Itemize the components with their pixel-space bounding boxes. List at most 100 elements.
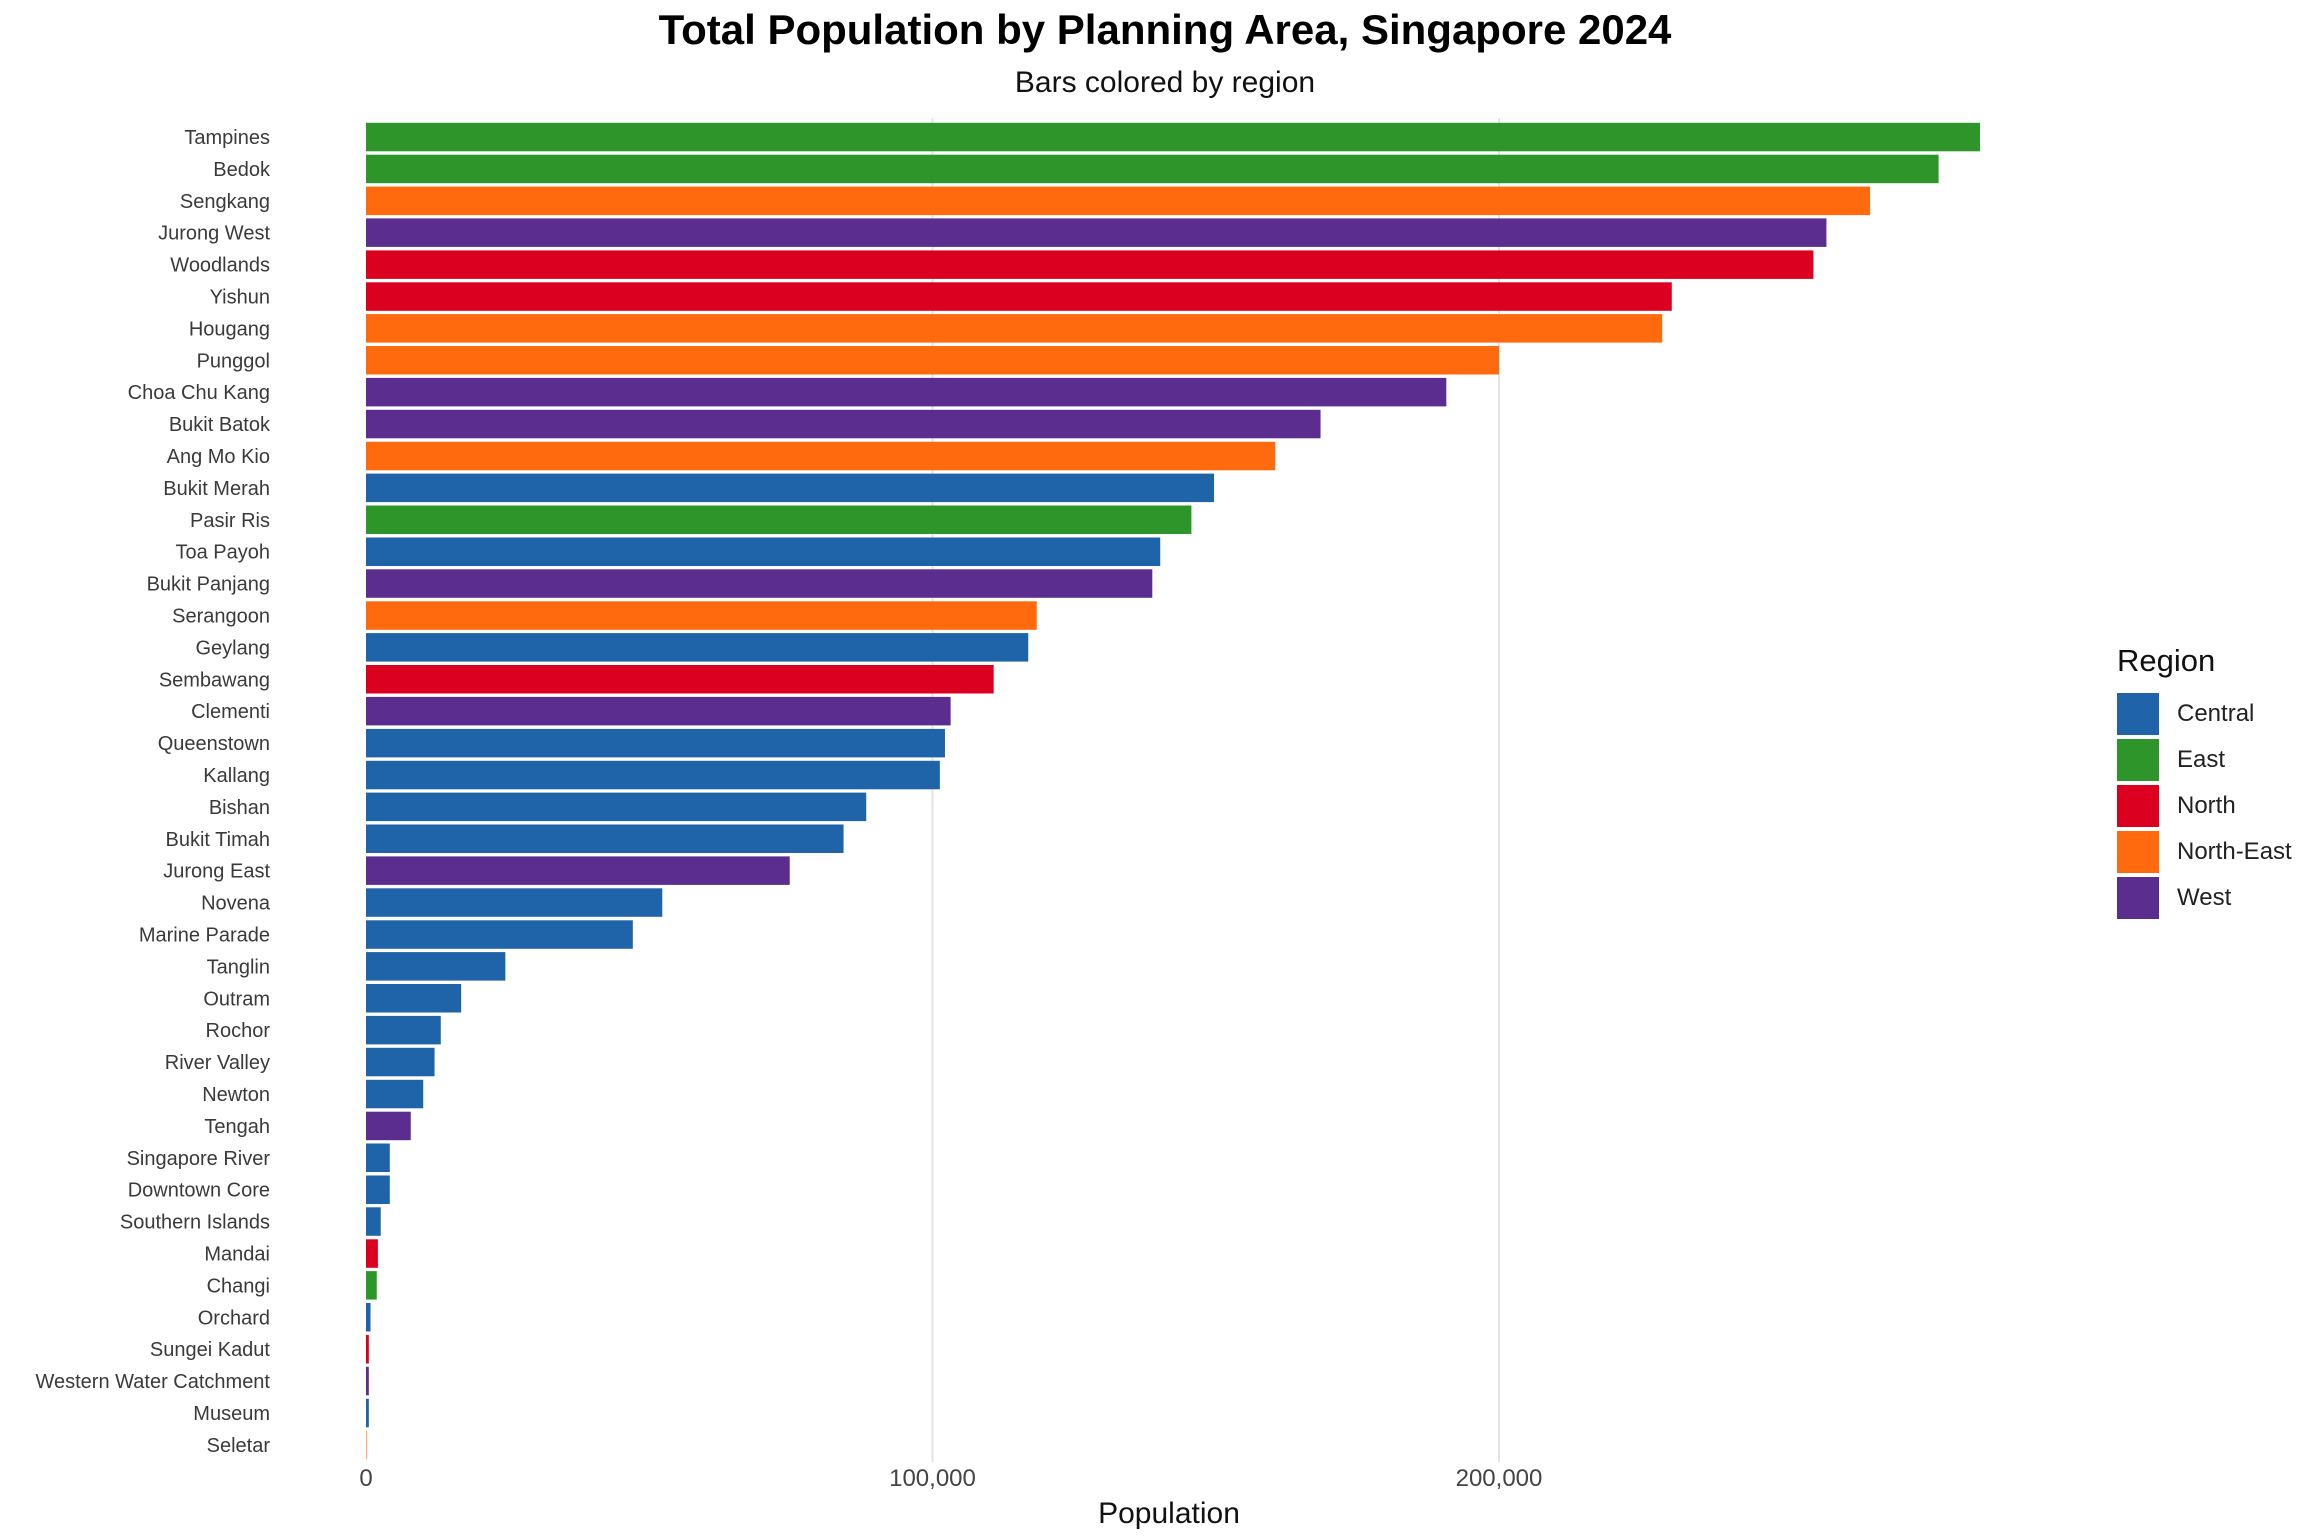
legend-label-north: North	[2177, 792, 2236, 819]
bar-bedok	[366, 154, 1939, 184]
bar-sengkang	[366, 186, 1871, 216]
category-label-tengah: Tengah	[204, 1116, 270, 1138]
bar-yishun	[366, 282, 1672, 311]
x-axis-title: Population	[1098, 1497, 1240, 1530]
category-label-museum: Museum	[193, 1403, 270, 1425]
category-label-sengkang: Sengkang	[180, 191, 270, 213]
category-label-mandai: Mandai	[204, 1244, 270, 1266]
bar-woodlands	[366, 250, 1814, 279]
x-tick-label-200000: 200,000	[1456, 1465, 1543, 1492]
category-label-singapore-river: Singapore River	[127, 1148, 271, 1170]
bar-museum	[366, 1398, 369, 1428]
category-label-clementi: Clementi	[191, 701, 270, 723]
legend-swatch-east	[2117, 739, 2159, 781]
category-label-southern-islands: Southern Islands	[120, 1212, 270, 1234]
legend: Region Central East North North-East West	[2117, 643, 2292, 921]
bar-sungei-kadut	[366, 1335, 369, 1364]
bar-geylang	[366, 633, 1029, 662]
category-labels: Tampines Bedok Sengkang Jurong West Woodland…	[35, 127, 271, 1457]
bar-kallang	[366, 760, 940, 790]
category-label-geylang: Geylang	[196, 637, 271, 659]
legend-swatch-north	[2117, 785, 2159, 827]
category-label-punggol: Punggol	[197, 350, 270, 372]
category-label-bukit-timah: Bukit Timah	[166, 829, 270, 851]
category-label-western-water-catchment: Western Water Catchment	[35, 1371, 270, 1393]
legend-label-central: Central	[2177, 700, 2255, 727]
chart-title: Total Population by Planning Area, Singa…	[658, 6, 1672, 53]
category-label-novena: Novena	[201, 893, 271, 915]
legend-swatch-central	[2117, 693, 2159, 735]
legend-item-west: West	[2117, 875, 2292, 921]
x-tick-label-0: 0	[359, 1465, 372, 1492]
bar-southern-islands	[366, 1207, 381, 1236]
bar-novena	[366, 888, 663, 917]
bar-toa-payoh	[366, 537, 1161, 566]
category-label-woodlands: Woodlands	[170, 255, 270, 277]
category-label-downtown-core: Downtown Core	[128, 1180, 270, 1202]
category-label-jurong-west: Jurong West	[158, 223, 270, 245]
category-label-hougang: Hougang	[189, 318, 270, 340]
legend-title: Region	[2117, 643, 2216, 678]
legend-item-east: East	[2117, 737, 2292, 783]
category-label-newton: Newton	[202, 1084, 270, 1106]
category-label-kallang: Kallang	[203, 765, 270, 787]
bar-newton	[366, 1079, 424, 1109]
bar-pasir-ris	[366, 505, 1192, 534]
x-tick-label-100000: 100,000	[889, 1465, 976, 1492]
bar-tampines	[366, 122, 1980, 152]
bar-queenstown	[366, 728, 945, 758]
category-label-river-valley: River Valley	[165, 1052, 270, 1074]
legend-swatch-west	[2117, 877, 2159, 919]
category-label-serangoon: Serangoon	[172, 606, 270, 628]
category-label-bukit-panjang: Bukit Panjang	[147, 574, 270, 596]
bar-choa-chu-kang	[366, 377, 1447, 407]
bar-bukit-timah	[366, 824, 844, 853]
legend-item-north-east: North-East	[2117, 829, 2292, 875]
legend-item-central: Central	[2117, 691, 2292, 737]
category-label-changi: Changi	[207, 1275, 270, 1297]
bar-singapore-river	[366, 1143, 390, 1172]
category-label-tanglin: Tanglin	[207, 956, 270, 978]
bar-bukit-merah	[366, 473, 1215, 503]
bar-tengah	[366, 1111, 411, 1141]
category-label-toa-payoh: Toa Payoh	[175, 542, 270, 564]
bar-western-water-catchment	[366, 1366, 369, 1396]
category-label-orchard: Orchard	[198, 1307, 270, 1329]
category-label-bukit-merah: Bukit Merah	[163, 478, 270, 500]
category-label-pasir-ris: Pasir Ris	[190, 510, 270, 532]
bar-bukit-panjang	[366, 569, 1153, 598]
legend-items: Central East North North-East West	[2117, 691, 2292, 921]
bar-changi	[366, 1271, 377, 1300]
bar-outram	[366, 984, 462, 1013]
legend-label-west: West	[2177, 884, 2232, 911]
legend-label-east: East	[2177, 746, 2226, 773]
chart-subtitle: Bars colored by region	[1014, 66, 1316, 99]
bar-serangoon	[366, 601, 1037, 630]
bars	[366, 122, 1980, 1460]
bar-sembawang	[366, 665, 994, 694]
category-label-sembawang: Sembawang	[159, 669, 270, 691]
legend-label-north-east: North-East	[2177, 838, 2292, 865]
category-label-choa-chu-kang: Choa Chu Kang	[128, 382, 270, 404]
category-label-seletar: Seletar	[207, 1435, 271, 1457]
bar-rochor	[366, 1015, 441, 1045]
bar-marine-parade	[366, 920, 633, 949]
category-label-marine-parade: Marine Parade	[139, 925, 270, 947]
category-label-bishan: Bishan	[209, 797, 270, 819]
bar-seletar	[366, 1430, 368, 1460]
bar-orchard	[366, 1303, 371, 1332]
category-label-jurong-east: Jurong East	[163, 861, 270, 883]
bar-ang-mo-kio	[366, 441, 1276, 471]
category-label-tampines: Tampines	[184, 127, 270, 149]
category-label-rochor: Rochor	[206, 1020, 271, 1042]
bar-bukit-batok	[366, 409, 1321, 439]
bar-punggol	[366, 346, 1499, 375]
bar-river-valley	[366, 1047, 435, 1077]
legend-item-north: North	[2117, 783, 2292, 829]
category-label-outram: Outram	[203, 988, 270, 1010]
category-label-sungei-kadut: Sungei Kadut	[150, 1339, 271, 1361]
bar-clementi	[366, 696, 951, 726]
bar-downtown-core	[366, 1175, 390, 1204]
legend-swatch-north-east	[2117, 831, 2159, 873]
category-label-queenstown: Queenstown	[158, 733, 270, 755]
